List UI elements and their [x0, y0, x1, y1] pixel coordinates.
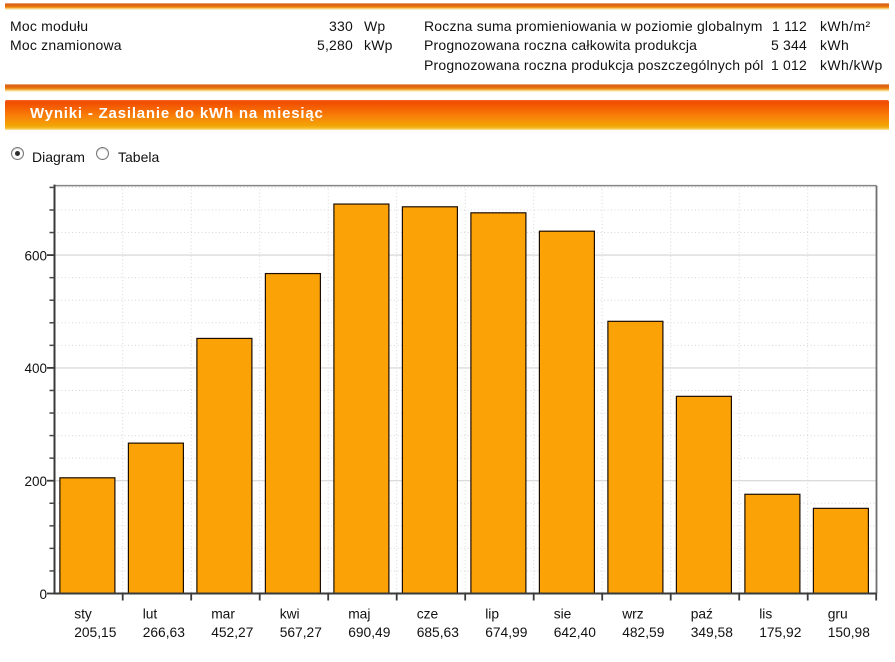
- svg-text:wrz: wrz: [621, 607, 644, 622]
- svg-text:452,27: 452,27: [211, 625, 253, 640]
- svg-text:482,59: 482,59: [622, 625, 665, 640]
- svg-text:sty: sty: [74, 607, 92, 622]
- svg-text:lut: lut: [143, 607, 158, 622]
- svg-text:gru: gru: [828, 607, 848, 622]
- svg-text:paź: paź: [691, 607, 713, 622]
- svg-text:685,63: 685,63: [417, 625, 460, 640]
- svg-text:150,98: 150,98: [828, 625, 871, 640]
- svg-text:lis: lis: [759, 607, 772, 622]
- svg-text:205,15: 205,15: [74, 625, 117, 640]
- svg-text:642,40: 642,40: [554, 625, 597, 640]
- svg-text:kwi: kwi: [280, 607, 300, 622]
- svg-text:266,63: 266,63: [143, 625, 186, 640]
- svg-text:cze: cze: [417, 607, 439, 622]
- svg-text:lip: lip: [485, 607, 499, 622]
- svg-text:674,99: 674,99: [485, 625, 528, 640]
- svg-text:567,27: 567,27: [280, 625, 322, 640]
- svg-text:400: 400: [24, 361, 47, 376]
- svg-text:600: 600: [24, 248, 47, 263]
- svg-text:0: 0: [39, 587, 47, 602]
- svg-text:175,92: 175,92: [759, 625, 801, 640]
- svg-text:mar: mar: [211, 607, 235, 622]
- svg-text:200: 200: [24, 474, 47, 489]
- svg-text:sie: sie: [554, 607, 572, 622]
- svg-text:maj: maj: [348, 607, 370, 622]
- svg-text:349,58: 349,58: [691, 625, 734, 640]
- svg-text:690,49: 690,49: [348, 625, 391, 640]
